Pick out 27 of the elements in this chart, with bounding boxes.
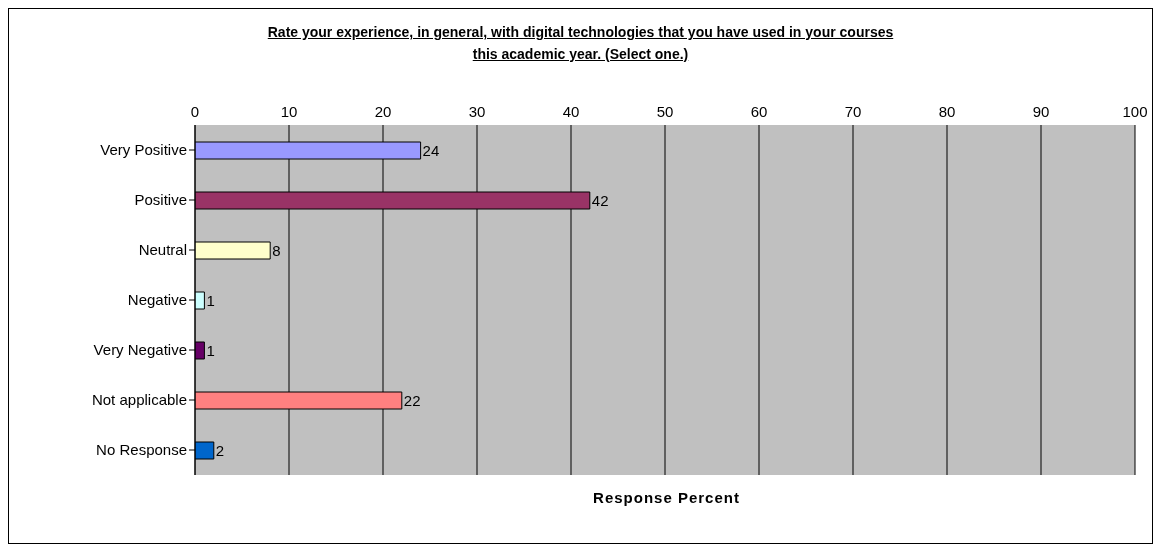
x-tick-label: 10 bbox=[280, 103, 298, 120]
y-tick-label: Very Negative bbox=[93, 341, 187, 359]
data-label: 22 bbox=[403, 391, 421, 409]
data-label: 24 bbox=[422, 141, 440, 159]
data-label: 1 bbox=[206, 291, 215, 309]
data-label: 1 bbox=[206, 341, 215, 359]
x-tick-label: 30 bbox=[468, 103, 486, 120]
x-tick-label: 100 bbox=[1122, 103, 1148, 120]
y-tick-label: Negative bbox=[127, 291, 187, 309]
x-tick-label: 20 bbox=[374, 103, 392, 120]
x-tick-label: 40 bbox=[562, 103, 580, 120]
x-tick-label: 90 bbox=[1032, 103, 1050, 120]
data-label: 42 bbox=[591, 191, 609, 209]
y-tick-label: Not applicable bbox=[91, 391, 187, 409]
y-tick-label: No Response bbox=[96, 441, 187, 459]
y-tick-label: Positive bbox=[134, 191, 187, 209]
x-tick-label: 0 bbox=[190, 103, 200, 120]
y-tick-label: Neutral bbox=[138, 241, 187, 259]
x-tick-label: 60 bbox=[750, 103, 768, 120]
chart-title: Rate your experience, in general, with digital technologies that you have used in your courses this academic year. (Select one.) bbox=[266, 23, 895, 64]
y-tick-label: Very Positive bbox=[100, 141, 187, 159]
x-tick-label: 80 bbox=[938, 103, 956, 120]
data-label: 2 bbox=[215, 441, 225, 459]
x-tick-label: 50 bbox=[656, 103, 674, 120]
x-tick-label: 70 bbox=[844, 103, 862, 120]
data-label: 8 bbox=[272, 241, 281, 259]
x-axis-title: Response Percent bbox=[592, 489, 741, 506]
